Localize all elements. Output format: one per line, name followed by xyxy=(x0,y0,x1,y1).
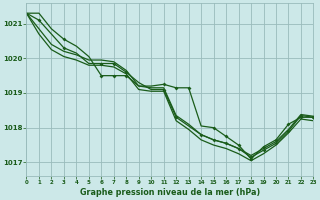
X-axis label: Graphe pression niveau de la mer (hPa): Graphe pression niveau de la mer (hPa) xyxy=(80,188,260,197)
